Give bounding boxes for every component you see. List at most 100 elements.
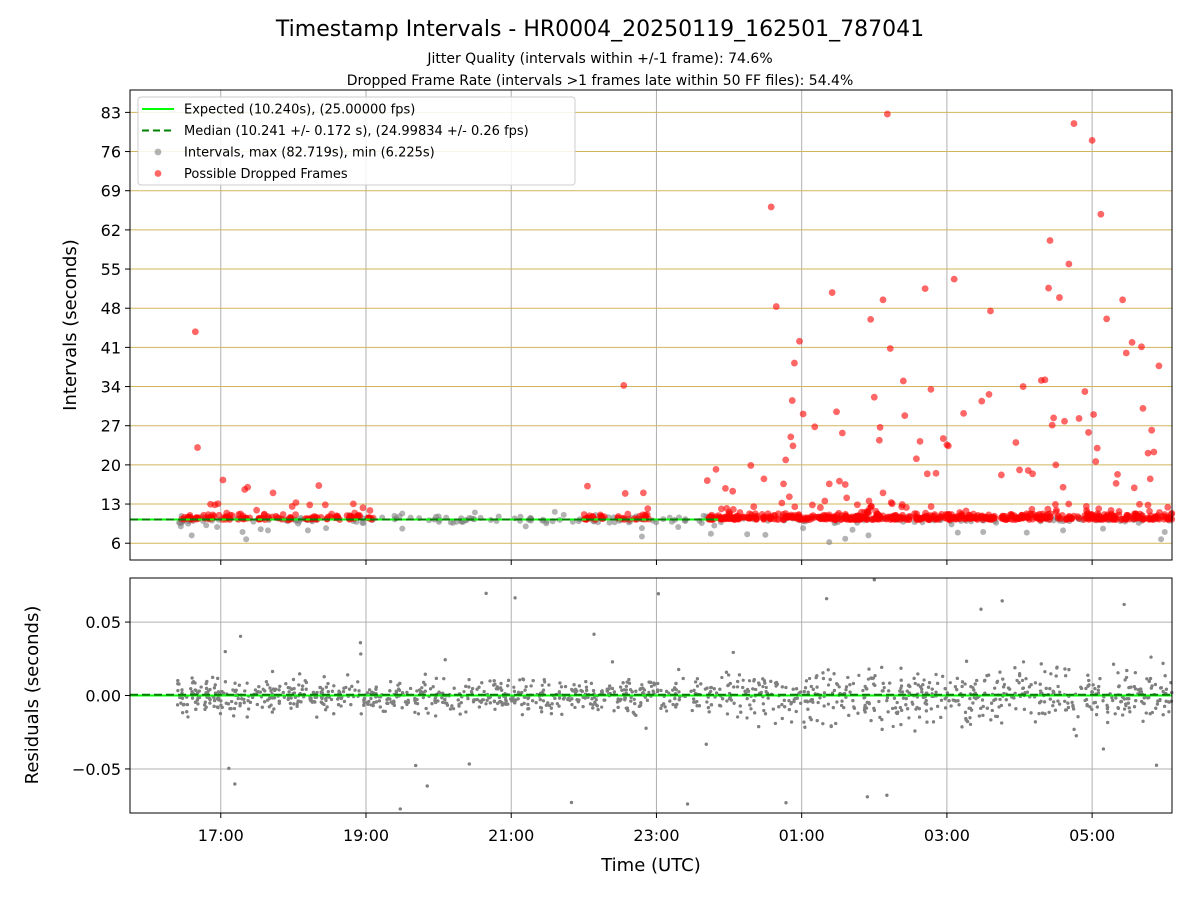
residual-point <box>964 717 968 721</box>
residual-point <box>780 685 784 689</box>
residual-point <box>367 699 371 704</box>
residual-point <box>989 718 993 722</box>
dropped-frame-point <box>865 497 873 505</box>
dropped-frame-point <box>936 513 944 520</box>
residual-point <box>1013 666 1017 670</box>
residual-point <box>957 703 961 707</box>
residual-point <box>1126 701 1130 705</box>
residual-point <box>968 696 972 701</box>
residual-point <box>634 689 638 693</box>
residual-point <box>284 682 288 686</box>
residual-point <box>904 697 908 701</box>
residual-point <box>512 685 516 689</box>
residual-point <box>738 704 742 708</box>
residual-point <box>943 686 947 691</box>
dropped-frame-point <box>1139 515 1147 523</box>
residual-point <box>197 689 201 693</box>
residual-point <box>336 697 340 701</box>
residual-point <box>1162 704 1167 708</box>
residual-point <box>248 700 252 705</box>
dropped-frame-point <box>1056 294 1063 301</box>
residual-point <box>469 689 474 694</box>
residual-point <box>627 677 631 682</box>
residual-point <box>257 685 261 689</box>
residual-point <box>484 702 488 706</box>
dropped-frame-point <box>1082 503 1090 510</box>
residual-point <box>766 696 770 700</box>
residual-point <box>1042 700 1047 704</box>
residual-point <box>718 687 722 691</box>
residual-point <box>887 689 891 693</box>
residual-point <box>1124 703 1128 708</box>
residual-point <box>462 690 466 694</box>
residual-point <box>557 690 561 694</box>
residual-point <box>531 679 535 683</box>
residual-point <box>913 729 917 733</box>
residual-point <box>998 697 1002 702</box>
residual-point <box>498 699 502 704</box>
residual-point <box>707 710 711 714</box>
dropped-frame-point <box>788 397 796 404</box>
residual-point <box>406 700 411 704</box>
top-y-axis-label: Intervals (seconds) <box>60 239 81 411</box>
residual-point <box>422 680 426 684</box>
residual-point <box>1090 690 1094 694</box>
residual-point <box>828 677 832 682</box>
dropped-frame-point <box>1028 505 1036 513</box>
residual-point <box>899 678 903 682</box>
residual-point <box>754 687 758 692</box>
residual-point <box>594 698 598 702</box>
residual-point <box>999 703 1003 708</box>
residual-point <box>1048 697 1052 701</box>
residual-point <box>1113 712 1117 716</box>
residual-point <box>725 699 729 703</box>
residual-point <box>846 675 850 680</box>
residual-point <box>381 709 385 713</box>
dropped-frame-point <box>893 515 901 523</box>
residual-point <box>584 680 588 684</box>
residual-point <box>639 701 643 705</box>
residual-point <box>690 708 694 713</box>
residual-point <box>273 688 277 693</box>
residual-point <box>353 688 357 692</box>
residual-point <box>616 705 620 709</box>
residual-point <box>1014 707 1018 711</box>
residual-point <box>325 705 329 709</box>
residual-point <box>362 696 366 700</box>
residual-point <box>1023 691 1027 695</box>
x-axis-label: Time (UTC) <box>600 855 701 876</box>
residual-point <box>659 706 663 710</box>
dropped-frame-point <box>1130 484 1138 492</box>
dropped-frame-point <box>1075 514 1083 522</box>
residual-point <box>633 701 637 706</box>
dropped-frame-point <box>366 507 374 514</box>
dropped-frame-point <box>887 514 895 522</box>
residual-point <box>916 683 920 687</box>
dropped-frame-point <box>201 514 209 522</box>
residual-point <box>880 665 884 669</box>
residual-point <box>263 700 267 704</box>
residual-point <box>555 702 559 706</box>
residual-point <box>398 681 402 685</box>
top-y-tick-label: 48 <box>101 299 121 318</box>
residual-point <box>656 592 660 596</box>
dropped-frame-point <box>789 442 797 450</box>
dropped-frame-point <box>334 512 342 520</box>
residual-point <box>1063 699 1067 703</box>
residual-point <box>482 689 486 694</box>
residual-point <box>1063 667 1067 671</box>
residual-point <box>547 683 551 687</box>
residual-point <box>1002 691 1006 696</box>
dropped-frame-point <box>960 410 967 417</box>
residual-point <box>647 680 651 684</box>
residual-point <box>640 683 644 687</box>
residual-point <box>969 684 973 689</box>
residual-point <box>821 722 825 726</box>
residual-point <box>825 597 829 601</box>
residual-point <box>563 684 568 689</box>
dropped-frame-point <box>639 489 647 497</box>
residual-point <box>420 686 424 690</box>
residual-point <box>520 713 524 717</box>
residual-point <box>272 696 277 700</box>
residual-point <box>1093 686 1097 691</box>
